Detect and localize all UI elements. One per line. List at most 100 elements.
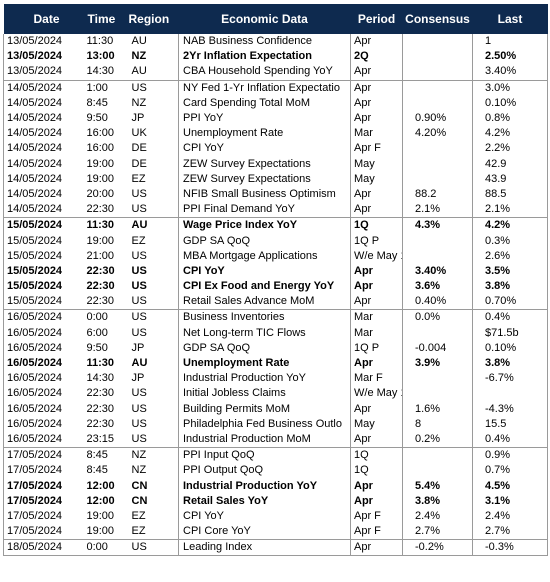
date-cell: 15/05/2024 [3, 248, 84, 264]
table-row: 15/05/2024 11:30 AU Wage Price Index YoY 1Q 4… [3, 217, 548, 234]
consensus-cell: 8 [402, 416, 473, 432]
region-cell: AU [131, 65, 147, 78]
period-cell: Apr [350, 355, 403, 372]
time-cell: 9:50 [86, 112, 108, 125]
period-cell: Mar [350, 325, 403, 341]
table-row: 17/05/2024 8:45 NZ PPI Output QoQ 1Q 0.7% [3, 463, 548, 479]
date-cell: 17/05/2024 [3, 524, 84, 540]
table-row: 16/05/2024 0:00 US Business Inventories Mar 0… [3, 309, 548, 326]
header-date: Date [3, 4, 84, 34]
table-row: 15/05/2024 22:30 US Retail Sales Advance Mo… [3, 294, 548, 310]
period-cell: Apr [350, 95, 403, 111]
date-cell: 15/05/2024 [3, 233, 84, 249]
consensus-cell [402, 233, 473, 249]
last-cell: 1 [472, 34, 548, 50]
last-cell: 15.5 [472, 416, 548, 432]
economic-data-cell: Leading Index [178, 539, 351, 557]
consensus-cell: 3.6% [402, 279, 473, 295]
period-cell: Apr [350, 401, 403, 417]
date-cell: 16/05/2024 [3, 431, 84, 448]
header-last: Last [472, 4, 548, 34]
last-cell: 0.9% [472, 447, 548, 464]
period-cell: Apr [350, 493, 403, 509]
consensus-cell: 3.8% [402, 493, 473, 509]
economic-data-cell: PPI YoY [178, 110, 351, 127]
last-cell: 2.6% [472, 248, 548, 264]
last-cell: 4.2% [472, 217, 548, 234]
table-row: 15/05/2024 22:30 US CPI Ex Food and Energy … [3, 279, 548, 295]
date-cell: 14/05/2024 [3, 156, 84, 172]
economic-data-cell: GDP SA QoQ [178, 233, 351, 249]
date-cell: 14/05/2024 [3, 171, 84, 187]
period-cell: Apr F [350, 141, 403, 157]
period-cell: Apr [350, 64, 403, 81]
economic-data-cell: Unemployment Rate [178, 126, 351, 142]
last-cell: 43.9 [472, 171, 548, 187]
table-row: 17/05/2024 12:00 CN Industrial Production Y… [3, 478, 548, 494]
table-row: 18/05/2024 0:00 US Leading Index Apr -0.2% -0.… [3, 539, 548, 557]
date-cell: 13/05/2024 [3, 34, 84, 50]
consensus-cell [402, 64, 473, 81]
region-cell: US [131, 203, 147, 216]
time-cell: 16:00 [86, 127, 115, 140]
table-row: 16/05/2024 6:00 US Net Long-term TIC Flows M… [3, 325, 548, 341]
table-row: 17/05/2024 19:00 EZ CPI Core YoY Apr F 2.7% 2.… [3, 524, 548, 540]
consensus-cell [402, 371, 473, 387]
region-cell: US [128, 79, 179, 96]
consensus-cell: 2.4% [402, 508, 473, 524]
table-row: 16/05/2024 9:50 JP GDP SA QoQ 1Q P -0.004 0.10… [3, 340, 548, 356]
region-cell: US [131, 249, 147, 262]
header-time: Time [83, 4, 129, 34]
last-cell: 2.7% [472, 524, 548, 540]
region-cell: NZ [128, 447, 179, 464]
consensus-cell: 0.0% [402, 309, 473, 326]
period-cell: Apr [350, 110, 403, 127]
last-cell: -4.3% [472, 401, 548, 417]
economic-data-cell: 2Yr Inflation Expectation [178, 49, 351, 65]
region-cell: US [128, 309, 179, 326]
region-cell: US [131, 295, 147, 308]
last-cell: 88.5 [472, 186, 548, 203]
economic-data-cell: GDP SA QoQ [178, 340, 351, 356]
period-cell: Apr [350, 431, 403, 448]
period-cell: 1Q [350, 447, 403, 464]
consensus-cell [402, 463, 473, 479]
period-cell: Apr [350, 34, 403, 50]
last-cell: 0.3% [472, 233, 548, 249]
last-cell: 0.4% [472, 431, 548, 448]
table-row: 13/05/2024 13:00 NZ 2Yr Inflation Expectati… [3, 49, 548, 65]
table-row: 14/05/2024 19:00 DE ZEW Survey Expectations… [3, 156, 548, 172]
header-row: Date Time Region Economic Data Period Co… [3, 4, 548, 34]
time-cell: 12:00 [86, 479, 115, 492]
period-cell: Apr [350, 202, 403, 218]
consensus-cell: 3.9% [402, 355, 473, 372]
time-cell: 19:00 [86, 509, 115, 522]
date-cell: 16/05/2024 [3, 401, 84, 417]
economic-data-cell: Industrial Production YoY [178, 478, 351, 494]
table-row: 14/05/2024 22:30 US PPI Final Demand YoY Apr… [3, 202, 548, 218]
economic-data-cell: ZEW Survey Expectations [178, 171, 351, 187]
date-cell: 16/05/2024 [3, 416, 84, 432]
table-row: 14/05/2024 16:00 DE CPI YoY Apr F 2.2% [3, 141, 548, 157]
region-cell: CN [131, 479, 148, 492]
header-period: Period [350, 4, 403, 34]
economic-data-cell: CPI Ex Food and Energy YoY [178, 279, 351, 295]
economic-data-cell: NFIB Small Business Optimism [178, 186, 351, 203]
period-cell: Apr F [350, 508, 403, 524]
consensus-cell: 2.1% [402, 202, 473, 218]
consensus-cell [402, 141, 473, 157]
time-cell: 11:30 [86, 35, 114, 48]
time-cell: 22:30 [86, 387, 115, 400]
economic-data-cell: ZEW Survey Expectations [178, 156, 351, 172]
time-cell: 19:00 [86, 157, 115, 170]
time-cell: 22:30 [86, 264, 115, 277]
period-cell: 1Q P [350, 233, 403, 249]
last-cell: 2.2% [472, 141, 548, 157]
region-cell: DE [131, 157, 147, 170]
economic-data-cell: Retail Sales Advance MoM [178, 294, 351, 310]
table-row: 16/05/2024 14:30 JP Industrial Production Y… [3, 371, 548, 387]
time-cell: 19:00 [86, 525, 115, 538]
date-cell: 14/05/2024 [3, 202, 84, 218]
period-cell: Apr [350, 539, 403, 557]
last-cell: 3.8% [472, 279, 548, 295]
